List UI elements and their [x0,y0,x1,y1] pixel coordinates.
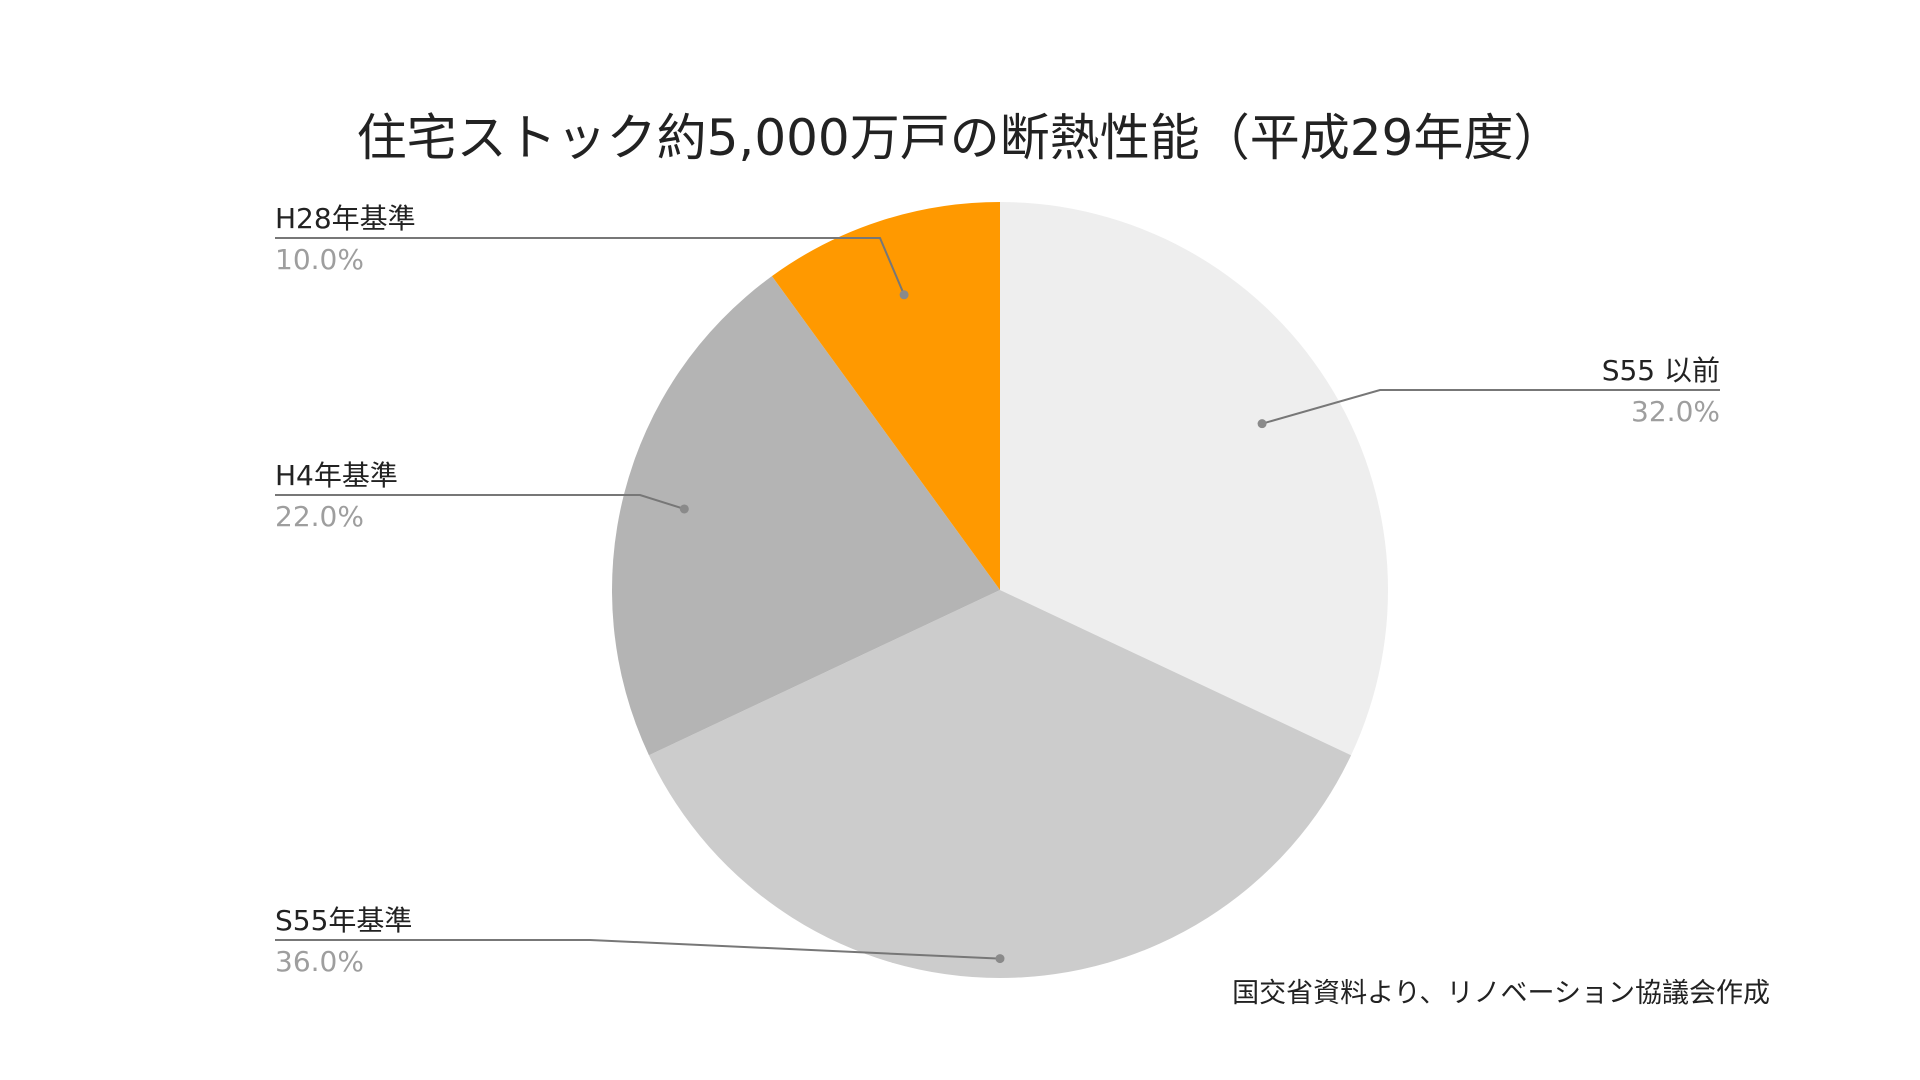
leader-line-1 [1261,389,1720,425]
pie-slice-1 [1000,202,1388,756]
pie-slice-2 [648,590,1352,978]
leader-dot-1 [1257,419,1267,429]
pie-slice-3 [612,276,1000,756]
pie-slices [612,202,1388,978]
leader-dot-4 [899,290,909,300]
leader-line-2 [275,939,1001,960]
slice-value-1: 32.0% [1631,395,1720,428]
slice-label-3: H4年基準 [275,459,398,492]
pie-slice-4 [771,202,1000,590]
slice-label-2: S55年基準 [275,904,412,937]
leader-dot-3 [679,504,689,514]
leader-lines [275,237,1720,964]
leader-line-4 [275,237,906,296]
chart-title: 住宅ストック約5,000万戸の断熱性能（平成29年度） [357,109,1564,167]
slice-value-3: 22.0% [275,500,364,533]
slice-value-2: 36.0% [275,945,364,978]
slice-label-4: H28年基準 [275,202,416,235]
source-note: 国交省資料より、リノベーション協議会作成 [1232,978,1770,1009]
leader-dot-2 [995,954,1005,964]
slice-label-1: S55 以前 [1602,354,1720,387]
slice-labels: S55 以前 32.0% S55年基準 36.0% H4年基準 22.0% H28年基準 10… [275,202,1720,978]
slice-value-4: 10.0% [275,243,364,276]
leader-line-3 [275,494,685,510]
